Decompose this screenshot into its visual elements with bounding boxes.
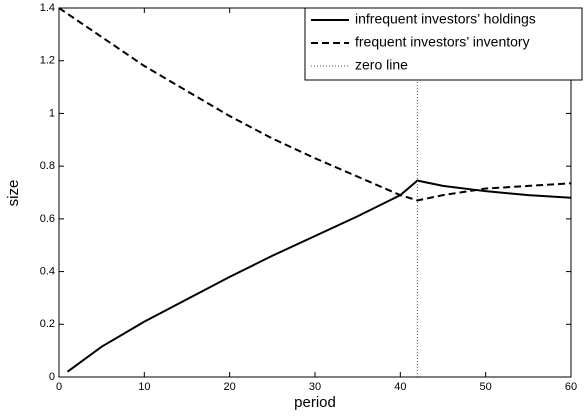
y-tick-label: 0.6 <box>40 213 55 225</box>
x-tick-label: 30 <box>309 381 321 393</box>
x-tick-label: 20 <box>224 381 236 393</box>
legend-text: frequent investors’ inventory <box>355 34 530 50</box>
y-tick-label: 0 <box>49 371 55 383</box>
line-series <box>66 179 572 373</box>
y-tick-label: 1 <box>49 107 55 119</box>
x-tick-label: 60 <box>565 381 577 393</box>
y-tick-label: 1.4 <box>40 2 55 14</box>
y-tick-label: 0.8 <box>40 160 55 172</box>
y-tick-label: 0.2 <box>40 318 55 330</box>
legend-box <box>304 7 583 81</box>
legend-text: infrequent investors’ holdings <box>355 11 536 27</box>
x-tick-label: 50 <box>480 381 492 393</box>
x-axis-label: period <box>294 394 336 411</box>
y-axis-label: size <box>5 180 22 207</box>
x-tick-label: 40 <box>394 381 406 393</box>
y-tick-label: 1.2 <box>40 55 55 67</box>
y-tick-label: 0.4 <box>40 265 55 277</box>
x-tick-label: 10 <box>138 381 150 393</box>
legend-text: zero line <box>355 57 408 73</box>
line-series <box>58 7 572 202</box>
x-tick-label: 0 <box>56 381 62 393</box>
